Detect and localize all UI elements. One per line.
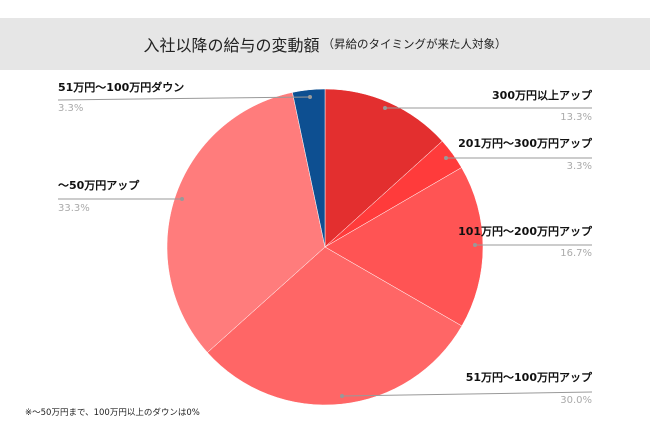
slice-label: 〜50万円アップ bbox=[58, 178, 140, 192]
slice-label: 101万円〜200万円アップ bbox=[458, 224, 593, 238]
chart-title: 入社以降の給与の変動額 bbox=[143, 36, 320, 55]
slice-percent-label: 3.3% bbox=[567, 161, 592, 172]
pie-slice bbox=[324, 167, 484, 327]
leader-dot bbox=[444, 156, 448, 160]
slice-label: 51万円〜100万円ダウン bbox=[58, 80, 184, 94]
slice-percent-label: 30.0% bbox=[560, 395, 592, 406]
slice-percent-label: 13.3% bbox=[560, 112, 592, 123]
leader-dot bbox=[308, 95, 312, 99]
leader-line bbox=[57, 96, 311, 101]
pie-slice bbox=[292, 88, 326, 248]
chart-subtitle: （昇給のタイミングが来た人対象） bbox=[322, 37, 507, 51]
title-bar: 入社以降の給与の変動額 （昇給のタイミングが来た人対象） bbox=[0, 18, 650, 70]
slice-label: 201万円〜300万円アップ bbox=[458, 136, 593, 150]
slice-percent-label: 33.3% bbox=[58, 203, 90, 214]
slice-label: 51万円〜100万円アップ bbox=[466, 370, 593, 384]
footnote: ※〜50万円まで、100万円以上のダウンは0% bbox=[25, 408, 200, 418]
pie-slice bbox=[207, 246, 463, 406]
leader-dot bbox=[473, 243, 477, 247]
leader-line bbox=[341, 391, 593, 397]
pie-slice bbox=[166, 92, 326, 353]
leader-dot bbox=[340, 394, 344, 398]
slice-label: 300万円以上アップ bbox=[492, 88, 593, 102]
slice-percent-label: 16.7% bbox=[560, 248, 592, 259]
pie-slice bbox=[324, 88, 443, 248]
slice-percent-label: 3.3% bbox=[58, 103, 83, 114]
leader-dot bbox=[383, 106, 387, 110]
leader-dot bbox=[180, 197, 184, 201]
